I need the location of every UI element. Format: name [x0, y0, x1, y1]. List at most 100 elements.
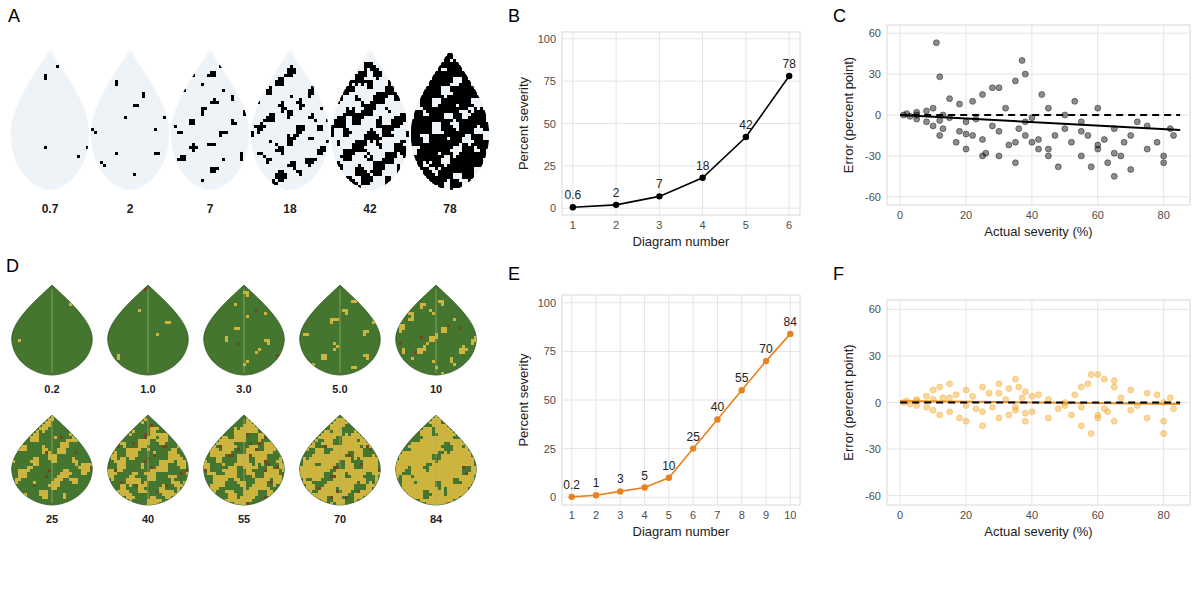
- tick-label: -30: [865, 150, 881, 162]
- diagram-panel: 0.727184278: [11, 50, 490, 216]
- tick-label: 0: [875, 397, 881, 409]
- grid-line: [887, 495, 1190, 496]
- panel-letter: A: [8, 6, 20, 26]
- leaf: [108, 285, 189, 375]
- data-label: 78: [443, 202, 457, 216]
- point: [1019, 57, 1025, 63]
- point: [1128, 407, 1134, 413]
- panel-letter: F: [833, 264, 844, 284]
- data-label: 3: [617, 472, 624, 486]
- diagram-panel: 0.21.03.05.0102540557084: [12, 285, 477, 525]
- point: [1154, 392, 1160, 398]
- data-label: 25: [46, 513, 58, 525]
- leaf: [411, 50, 490, 191]
- point: [1055, 164, 1061, 170]
- data-label: 70: [759, 342, 773, 356]
- point: [963, 146, 969, 152]
- data-label: 40: [711, 400, 725, 414]
- point: [699, 175, 705, 181]
- data-label: 1.0: [140, 383, 155, 395]
- point: [1006, 412, 1012, 418]
- point: [1111, 378, 1117, 384]
- leaf-outline: [411, 50, 490, 190]
- point: [1045, 146, 1051, 152]
- data-label: 42: [363, 202, 377, 216]
- point: [924, 108, 930, 114]
- point: [1111, 418, 1117, 424]
- leaf-outline: [91, 50, 170, 190]
- leaf: [331, 50, 410, 190]
- point: [1006, 142, 1012, 148]
- point: [617, 488, 623, 494]
- point: [1144, 146, 1150, 152]
- tick-label: 60: [1092, 209, 1104, 221]
- point: [1095, 412, 1101, 418]
- point: [1012, 160, 1018, 166]
- point: [743, 134, 749, 140]
- lesion-spot: [144, 288, 147, 291]
- axis-title: Diagram number: [633, 234, 730, 249]
- midrib: [52, 289, 53, 373]
- point: [970, 393, 976, 399]
- line: [900, 115, 1180, 130]
- plot-panel: -60-3003060020406080Actual severity (%)E…: [841, 25, 1190, 239]
- point: [1121, 139, 1127, 145]
- tick-label: 60: [1092, 509, 1104, 521]
- point: [1019, 395, 1025, 401]
- lesion-area: [399, 300, 477, 375]
- data-label: 84: [430, 513, 443, 525]
- grid-line: [562, 81, 800, 82]
- data-label: 7: [656, 177, 663, 191]
- tick-label: 3: [617, 509, 623, 521]
- tick-label: 60: [869, 303, 881, 315]
- point: [1039, 92, 1045, 98]
- point: [996, 85, 1002, 91]
- leaf-lesions: [300, 418, 381, 505]
- grid-line: [702, 32, 703, 215]
- point: [1088, 164, 1094, 170]
- leaf-lesions: [225, 291, 279, 366]
- point: [1118, 153, 1124, 159]
- tick-label: 0: [550, 491, 556, 503]
- point: [1118, 395, 1124, 401]
- plot-panel: 0255075100123456Diagram numberPercent se…: [516, 32, 800, 249]
- axis-title: Percent severity: [516, 353, 531, 447]
- point: [1045, 105, 1051, 111]
- tick-label: 1: [570, 219, 576, 231]
- leaf-lesions: [411, 53, 489, 191]
- lesion-spot: [237, 309, 279, 357]
- leaf-lesions: [91, 80, 166, 176]
- leaf-lesions: [396, 415, 477, 505]
- point: [1078, 153, 1084, 159]
- grid-line: [668, 295, 669, 505]
- lesion-area: [411, 53, 489, 191]
- point: [937, 412, 943, 418]
- grid-line: [887, 355, 1190, 356]
- leaf: [300, 285, 381, 375]
- point: [1016, 126, 1022, 132]
- tick-label: 6: [690, 509, 696, 521]
- tick-label: -60: [865, 490, 881, 502]
- point: [996, 153, 1002, 159]
- figure: 0.727184278A0255075100123456Diagram numb…: [0, 0, 1200, 590]
- grid-line: [887, 33, 1190, 34]
- point: [1078, 384, 1084, 390]
- point: [1068, 139, 1074, 145]
- leaf-outline: [171, 50, 250, 190]
- point: [1022, 418, 1028, 424]
- grid-line: [562, 208, 800, 209]
- plot-frame: [562, 295, 800, 505]
- leaf-outline: [300, 415, 381, 505]
- point: [1095, 105, 1101, 111]
- point: [1134, 119, 1140, 125]
- leaf: [12, 415, 93, 505]
- point: [953, 392, 959, 398]
- lesion-area: [300, 418, 381, 505]
- leaf-lesions: [399, 300, 477, 375]
- point: [1003, 105, 1009, 111]
- tick-label: 25: [544, 160, 556, 172]
- point: [1111, 384, 1117, 390]
- lesion-area: [91, 80, 166, 176]
- grid-line: [1163, 25, 1164, 205]
- grid-line: [571, 295, 572, 505]
